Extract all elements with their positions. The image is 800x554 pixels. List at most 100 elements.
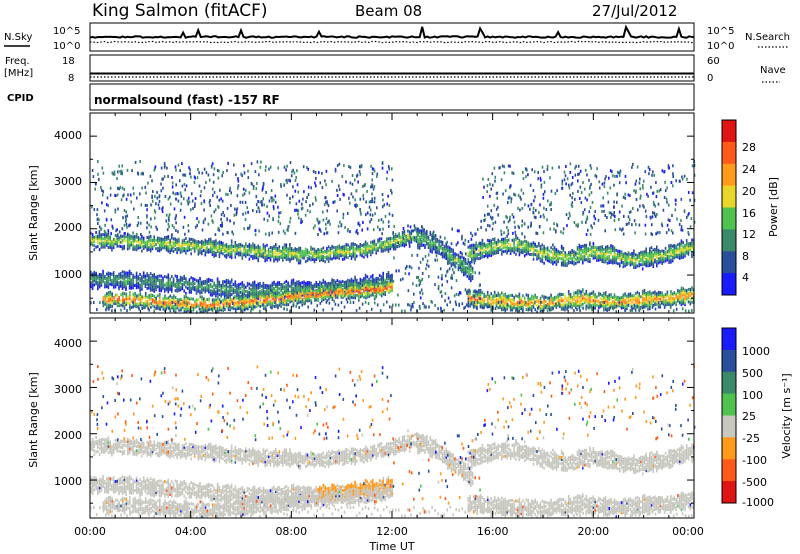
power-cell: [190, 305, 193, 309]
power-cell: [178, 280, 180, 284]
power-cell: [109, 296, 112, 300]
power-cell: [415, 227, 418, 231]
power-cell: [247, 294, 249, 297]
power-cell: [403, 234, 406, 237]
power-cell: [299, 296, 302, 300]
power-cell: [467, 292, 470, 295]
power-cell: [232, 232, 235, 236]
power-cell: [371, 276, 374, 279]
power-cell: [192, 246, 194, 250]
power-cell: [227, 293, 229, 297]
power-cell: [647, 251, 649, 255]
power-cell: [504, 300, 507, 304]
power-cell: [536, 295, 538, 299]
power-cell: [201, 291, 203, 294]
power-cell: [201, 250, 203, 254]
power-cell: [162, 282, 164, 286]
power-cell: [664, 259, 667, 263]
power-cell: [486, 245, 489, 249]
power-cell: [345, 245, 347, 249]
power-cell: [239, 200, 242, 204]
power-cell: [552, 251, 554, 255]
power-cell: [252, 287, 254, 291]
power-cell: [375, 243, 377, 247]
power-cell: [167, 304, 170, 308]
power-cell: [541, 258, 544, 261]
power-cell: [506, 307, 508, 311]
power-cell: [612, 249, 614, 253]
power-cell: [378, 282, 381, 286]
power-cell: [118, 236, 120, 240]
power-cell: [608, 246, 610, 250]
power-cell: [173, 296, 175, 300]
power-cell: [523, 302, 526, 306]
power-cell: [511, 300, 514, 304]
power-cell: [234, 280, 237, 284]
power-cell: [116, 236, 118, 240]
power-cell: [283, 247, 286, 251]
power-cell: [225, 243, 228, 247]
power-cell: [472, 290, 475, 294]
power-cell: [245, 246, 247, 250]
power-cell: [253, 254, 256, 258]
power-cell: [548, 300, 551, 304]
power-cell: [671, 253, 674, 256]
power-cell: [158, 238, 161, 242]
power-cell: [331, 251, 333, 255]
power-cell: [111, 248, 113, 252]
power-cell: [467, 245, 470, 249]
power-cell: [418, 231, 421, 235]
power-cell: [673, 247, 676, 251]
power-cell: [513, 301, 515, 305]
power-cell: [633, 306, 635, 310]
power-cell: [649, 249, 651, 253]
power-cell: [380, 245, 383, 249]
power-cell: [114, 275, 117, 278]
power-cell: [287, 255, 289, 259]
power-cell: [377, 289, 379, 293]
power-cell: [606, 251, 609, 255]
power-cell: [139, 289, 141, 293]
power-cell: [508, 246, 510, 250]
power-cell: [336, 283, 339, 287]
power-cell: [291, 295, 293, 299]
power-cell: [285, 253, 288, 257]
power-cell: [304, 251, 307, 255]
power-cell: [331, 280, 333, 284]
power-cell: [645, 302, 647, 306]
power-cell: [546, 303, 549, 306]
power-cell: [158, 289, 161, 293]
power-cell: [266, 288, 268, 292]
power-cell: [329, 291, 332, 295]
power-cell: [375, 289, 378, 292]
power-cell: [691, 300, 693, 304]
power-cell: [479, 295, 482, 299]
power-cell: [254, 293, 256, 297]
power-cell: [634, 261, 637, 265]
power-cell: [389, 276, 392, 280]
power-cell: [245, 248, 247, 252]
power-cell: [585, 300, 588, 304]
power-cell: [612, 302, 614, 306]
power-cell: [532, 189, 535, 192]
power-cell: [358, 296, 360, 300]
power-cell: [493, 301, 496, 305]
power-cell: [479, 303, 482, 307]
power-cell: [536, 257, 538, 261]
power-cell: [240, 296, 242, 300]
power-cell: [492, 250, 494, 254]
power-cell: [329, 257, 332, 261]
power-cell: [202, 244, 205, 248]
power-cell: [364, 248, 367, 252]
power-cell: [136, 302, 138, 306]
power-cell: [336, 245, 339, 249]
power-cell: [241, 285, 244, 289]
power-cell: [663, 258, 665, 262]
power-cell: [682, 255, 684, 259]
power-cell: [652, 254, 655, 258]
power-cell: [162, 305, 165, 309]
power-cell: [215, 284, 217, 288]
power-cell: [197, 252, 200, 256]
power-cell: [144, 302, 147, 306]
power-cell: [179, 275, 182, 279]
